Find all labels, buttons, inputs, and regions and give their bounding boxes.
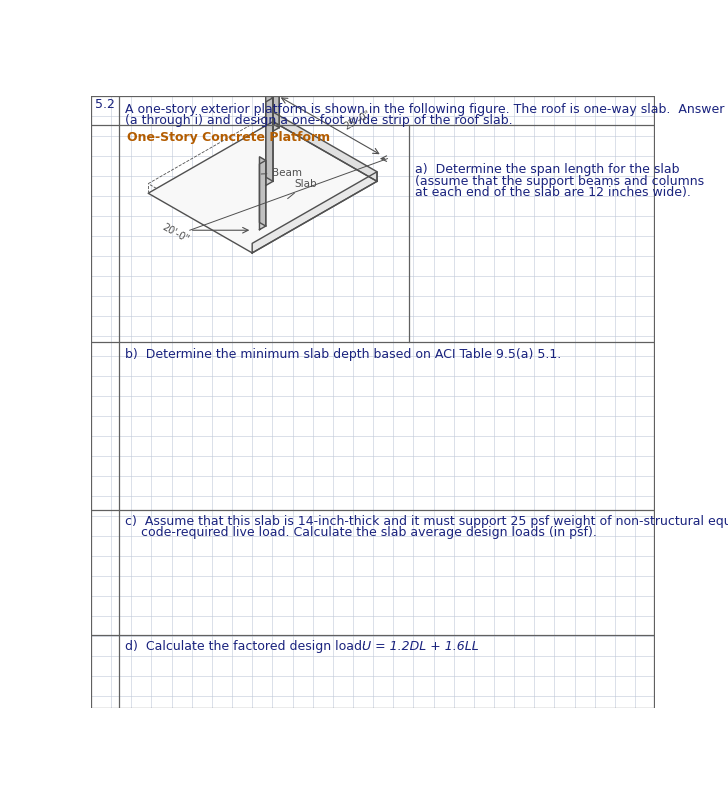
Text: 20'-0": 20'-0" (160, 222, 190, 245)
Text: 5.2: 5.2 (95, 98, 115, 111)
Text: (assume that the support beams and columns: (assume that the support beams and colum… (415, 175, 704, 188)
Polygon shape (259, 161, 266, 229)
Polygon shape (273, 62, 280, 131)
Polygon shape (273, 58, 280, 127)
Polygon shape (266, 94, 273, 181)
Text: d)  Calculate the factored design load:: d) Calculate the factored design load: (125, 640, 379, 653)
Text: 25'-0": 25'-0" (343, 109, 373, 132)
Text: b)  Determine the minimum slab depth based on ACI Table 9.5(a) 5.1.: b) Determine the minimum slab depth base… (125, 348, 561, 361)
Text: Beam: Beam (261, 168, 302, 178)
Polygon shape (252, 172, 377, 253)
Polygon shape (266, 98, 273, 185)
Text: One-Story Concrete Platform: One-Story Concrete Platform (127, 131, 330, 144)
Text: Slab: Slab (288, 178, 317, 199)
Polygon shape (273, 112, 377, 181)
Polygon shape (149, 122, 377, 253)
Text: at each end of the slab are 12 inches wide).: at each end of the slab are 12 inches wi… (415, 186, 691, 199)
Text: (a through i) and design a one-foot wide strip of the roof slab.: (a through i) and design a one-foot wide… (125, 114, 513, 127)
Text: c)  Assume that this slab is 14-inch-thick and it must support 25 psf weight of : c) Assume that this slab is 14-inch-thic… (125, 515, 728, 529)
Text: A one-story exterior platform is shown in the following figure. The roof is one-: A one-story exterior platform is shown i… (125, 103, 728, 116)
Polygon shape (259, 157, 266, 226)
Text: code-required live load. Calculate the slab average design loads (in psf).: code-required live load. Calculate the s… (125, 526, 597, 539)
Text: U = 1.2DL + 1.6LL: U = 1.2DL + 1.6LL (363, 640, 479, 653)
Text: a)  Determine the span length for the slab: a) Determine the span length for the sla… (415, 163, 679, 176)
